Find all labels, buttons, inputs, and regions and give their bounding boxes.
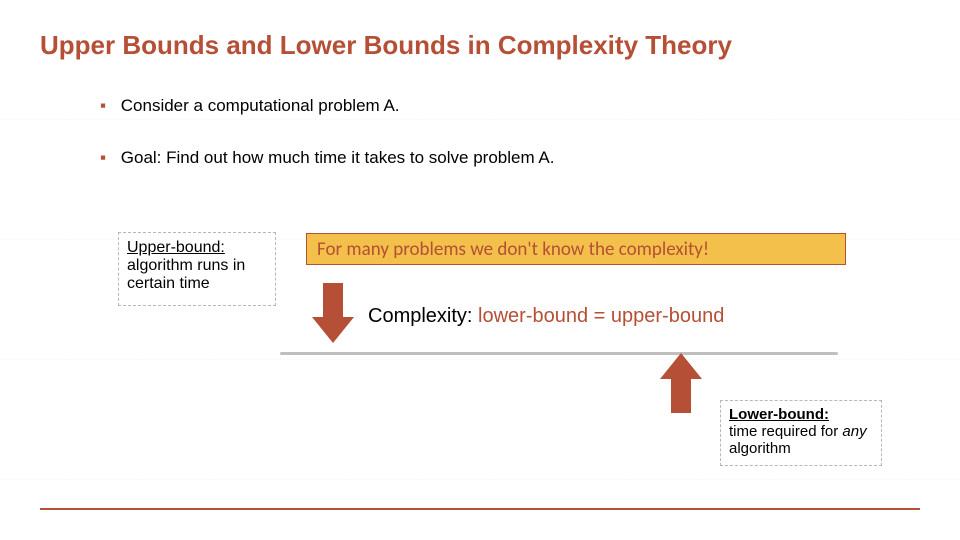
footer-divider (40, 508, 920, 510)
complexity-label: Complexity: (368, 305, 478, 327)
upper-bound-body: algorithm runs in certain time (127, 257, 245, 292)
lower-bound-body-suffix: algorithm (729, 440, 791, 457)
callout-text: For many problems we don't know the comp… (317, 238, 709, 261)
bullet-item: ▪ Goal: Find out how much time it takes … (100, 148, 554, 168)
arrow-up-icon (660, 353, 702, 418)
bullet-list: ▪ Consider a computational problem A. ▪ … (100, 96, 554, 200)
slide-title: Upper Bounds and Lower Bounds in Complex… (40, 30, 732, 61)
bullet-text: Goal: Find out how much time it takes to… (121, 148, 555, 167)
slide: Upper Bounds and Lower Bounds in Complex… (0, 0, 960, 540)
bullet-marker: ▪ (100, 148, 106, 167)
bullet-marker: ▪ (100, 96, 106, 115)
complexity-line: Complexity: lower-bound = upper-bound (368, 305, 724, 328)
upper-bound-box: Upper-bound: algorithm runs in certain t… (118, 232, 276, 306)
arrow-down-icon (312, 283, 354, 348)
bullet-text: Consider a computational problem A. (121, 96, 400, 115)
bullet-item: ▪ Consider a computational problem A. (100, 96, 554, 116)
lower-bound-body-prefix: time required for (729, 423, 842, 440)
complexity-equation: lower-bound = upper-bound (478, 305, 724, 327)
callout-box: For many problems we don't know the comp… (306, 233, 846, 265)
horizontal-divider (280, 352, 838, 355)
lower-bound-title: Lower-bound: (729, 406, 829, 423)
lower-bound-box: Lower-bound: time required for any algor… (720, 400, 882, 466)
lower-bound-body-italic: any (842, 423, 866, 440)
upper-bound-title: Upper-bound: (127, 239, 225, 256)
